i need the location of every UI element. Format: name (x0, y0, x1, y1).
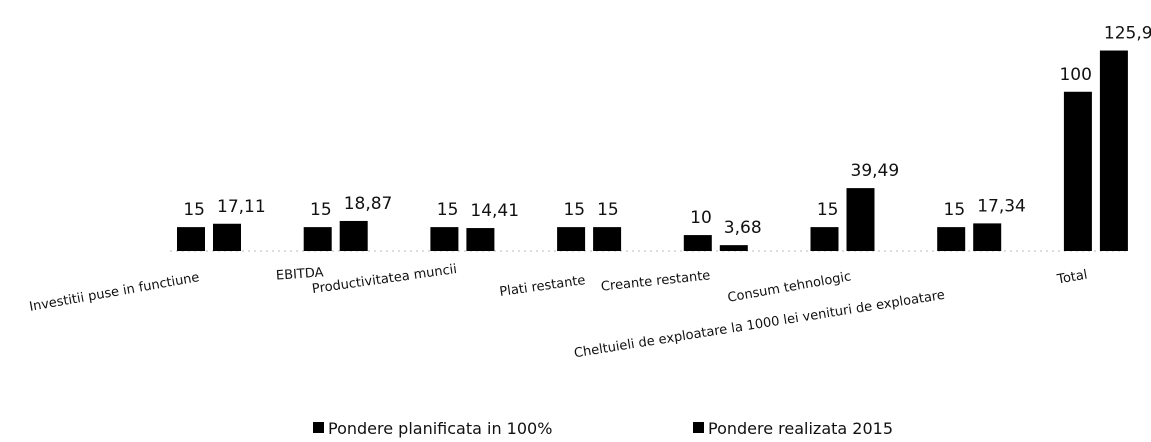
x-tick-label: Plati restante (499, 273, 587, 300)
bar (557, 227, 586, 251)
x-tick-label: EBITDA (275, 265, 324, 283)
x-tick-label: Investitii puse in functiune (28, 270, 200, 315)
bar (303, 227, 332, 251)
bar (937, 227, 966, 251)
bar (593, 227, 622, 251)
bar (1063, 91, 1092, 252)
bar (213, 223, 241, 251)
data-label: 15 (437, 200, 459, 220)
x-tick-label: Productivitatea muncii (311, 262, 458, 297)
data-label: 17,34 (977, 196, 1026, 216)
legend-label: Pondere planificata in 100% (328, 419, 552, 438)
bar (846, 188, 875, 251)
data-label: 15 (817, 200, 839, 220)
data-label: 15 (183, 200, 205, 220)
bar (973, 223, 1002, 251)
legend-swatch (693, 422, 704, 433)
bar (719, 245, 748, 251)
data-label: 17,11 (217, 197, 266, 217)
bar (430, 227, 459, 251)
bar (339, 220, 368, 251)
bar (177, 227, 205, 251)
x-tick-label: Total (1055, 268, 1089, 288)
data-label: 10 (690, 208, 712, 228)
data-label: 39,49 (851, 161, 900, 181)
bar (810, 227, 839, 251)
legend-label: Pondere realizata 2015 (708, 419, 893, 438)
bar (1099, 50, 1128, 252)
data-label: 18,87 (344, 194, 393, 214)
bar (683, 235, 712, 251)
data-label: 15 (597, 200, 619, 220)
legend-swatch (313, 422, 324, 433)
data-label: 15 (563, 200, 585, 220)
data-label: 15 (310, 200, 332, 220)
bar (466, 228, 495, 251)
data-label: 3,68 (724, 218, 762, 238)
x-tick-label: Consum tehnologic (726, 269, 852, 306)
data-label: 14,41 (470, 201, 519, 221)
data-label: 15 (944, 200, 966, 220)
data-label: 100 (1059, 65, 1091, 85)
data-label: 125,90 (1104, 24, 1151, 44)
x-tick-label: Creante restante (600, 268, 711, 294)
